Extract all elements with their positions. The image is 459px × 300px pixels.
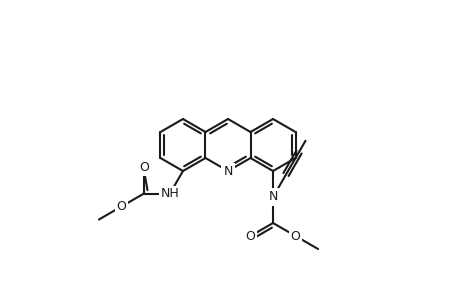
- Text: O: O: [290, 230, 300, 242]
- Text: O: O: [116, 200, 126, 213]
- Text: N: N: [268, 190, 277, 203]
- Text: O: O: [139, 161, 149, 174]
- Text: O: O: [245, 230, 255, 242]
- Text: N: N: [223, 164, 232, 178]
- Text: NH: NH: [160, 187, 179, 200]
